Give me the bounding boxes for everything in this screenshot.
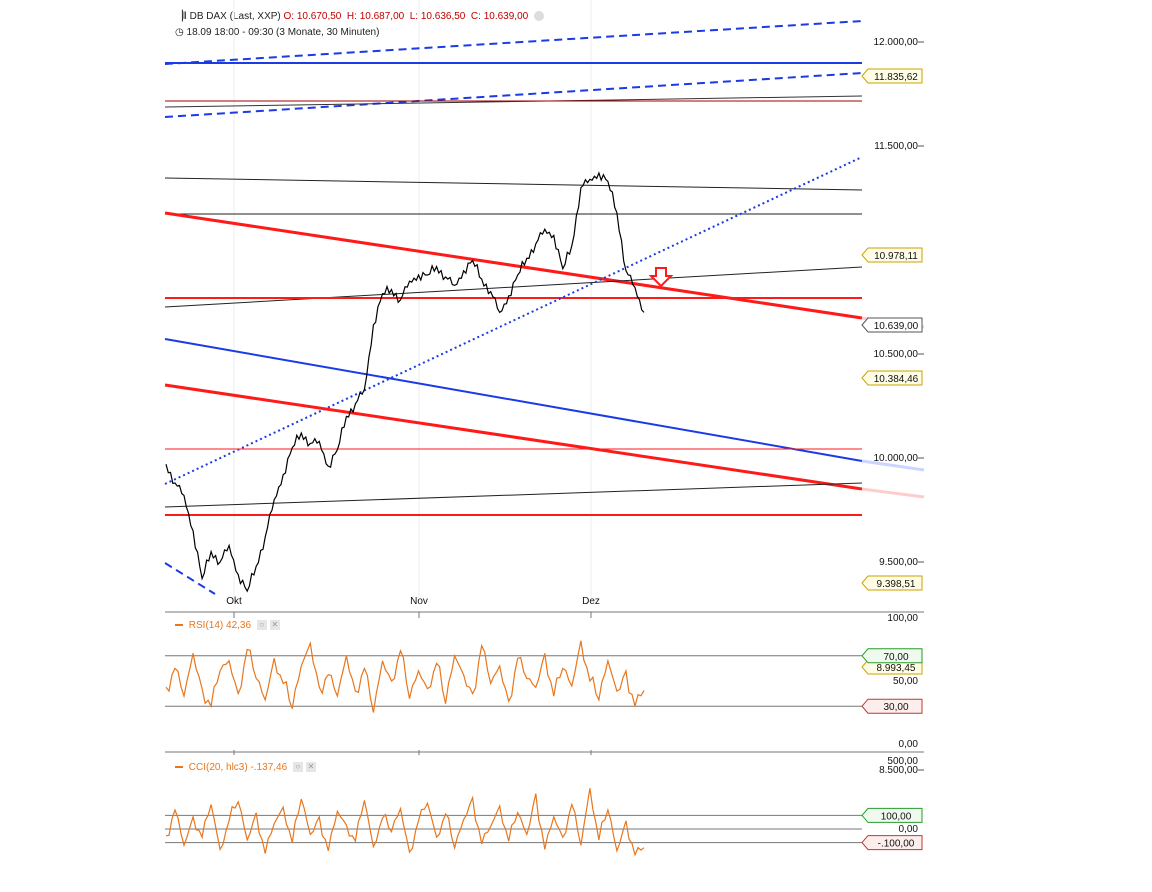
price-label: 10.978,11 [874, 251, 918, 262]
rsi-axis-tick: 50,00 [893, 676, 918, 687]
trend-line [164, 211, 863, 320]
price-label-box [861, 247, 923, 263]
sell-arrow-icon [648, 267, 674, 288]
trend-line [164, 338, 863, 462]
trend-line-extension [861, 487, 925, 499]
trend-line [164, 383, 863, 491]
price-label-box [861, 575, 923, 591]
month-label: Dez [582, 596, 600, 607]
period-header: ◷ 18.09 18:00 - 09:30 (3 Monate, 30 Minu… [175, 27, 379, 38]
cci-value: -.137,46 [250, 762, 288, 773]
cci-label: CCI(20, hlc3) [188, 762, 248, 773]
price-label-box [861, 317, 923, 333]
low-value: L: 10.636,50 [409, 11, 466, 22]
rsi-level-label-box [861, 698, 923, 714]
cci-settings-icon[interactable]: ○ [292, 762, 303, 773]
price-label-box [861, 370, 923, 386]
rsi-value: 42,36 [226, 620, 252, 631]
cci-swatch [175, 766, 183, 769]
price-label: 11.835,62 [874, 72, 918, 83]
cci-header: CCI(20, hlc3) -.137,46 ○ ✕ [175, 762, 316, 773]
cci-axis-tick: 500,00 [887, 756, 918, 767]
price-axis-tick: 10.000,00 [874, 453, 919, 464]
month-label: Nov [410, 596, 428, 607]
price-axis-tick: 8.500,00 [879, 765, 918, 776]
trend-line [164, 20, 863, 65]
price-axis-tick: 10.500,00 [874, 349, 919, 360]
cci-level-label-box [861, 835, 923, 851]
price-axis-tick: 12.000,00 [874, 37, 919, 48]
price-label: 10.639,00 [874, 321, 919, 332]
trend-line [164, 266, 863, 308]
trend-line [164, 482, 863, 508]
rsi-settings-icon[interactable]: ○ [256, 620, 267, 631]
price-label-box [861, 68, 923, 84]
open-value: O: 10.670,50 [283, 11, 342, 22]
price-series [165, 171, 645, 593]
rsi-axis-tick: 100,00 [887, 613, 918, 624]
cci-close-icon[interactable]: ✕ [305, 762, 316, 773]
rsi-level-label: 70,00 [883, 652, 908, 663]
cci-series [165, 788, 645, 857]
chart-header: ▕‖ DB DAX (Last, XXP) O: 10.670,50 H: 10… [175, 11, 544, 22]
rsi-series [165, 640, 645, 713]
period-label: 18.09 18:00 - 09:30 (3 Monate, 30 Minute… [186, 27, 380, 38]
rsi-level-label: 30,00 [883, 702, 908, 713]
month-label: Okt [226, 596, 242, 607]
rsi-level-label-box [861, 648, 923, 664]
rsi-swatch [175, 624, 183, 627]
price-axis-tick: 11.500,00 [874, 141, 918, 152]
rsi-header: RSI(14) 42,36 ○ ✕ [175, 620, 280, 631]
ohlc-icon: ▕‖ [175, 11, 187, 22]
trend-line [164, 72, 863, 118]
trend-line-extension [861, 459, 925, 472]
clock-icon: ◷ [175, 27, 184, 38]
cci-level-label: -.100,00 [878, 839, 915, 850]
cci-level-label-box [861, 807, 923, 823]
trend-line [164, 177, 863, 191]
price-label: 8.993,45 [877, 663, 916, 674]
rsi-axis-tick: 0,00 [899, 739, 919, 750]
rsi-label: RSI(14) [188, 620, 224, 631]
settings-icon[interactable] [533, 11, 544, 22]
price-label: 10.384,46 [874, 374, 919, 385]
cci-level-label: 100,00 [881, 811, 912, 822]
symbol-label: DB DAX (Last, XXP) [189, 11, 281, 22]
price-label: 9.398,51 [877, 579, 916, 590]
price-axis-tick: 9.500,00 [879, 557, 918, 568]
cci-level-label: 0,00 [899, 824, 919, 835]
trend-line [164, 156, 863, 485]
close-value: C: 10.639,00 [470, 11, 529, 22]
rsi-close-icon[interactable]: ✕ [269, 620, 280, 631]
high-value: H: 10.687,00 [346, 11, 405, 22]
trend-line [164, 562, 216, 595]
